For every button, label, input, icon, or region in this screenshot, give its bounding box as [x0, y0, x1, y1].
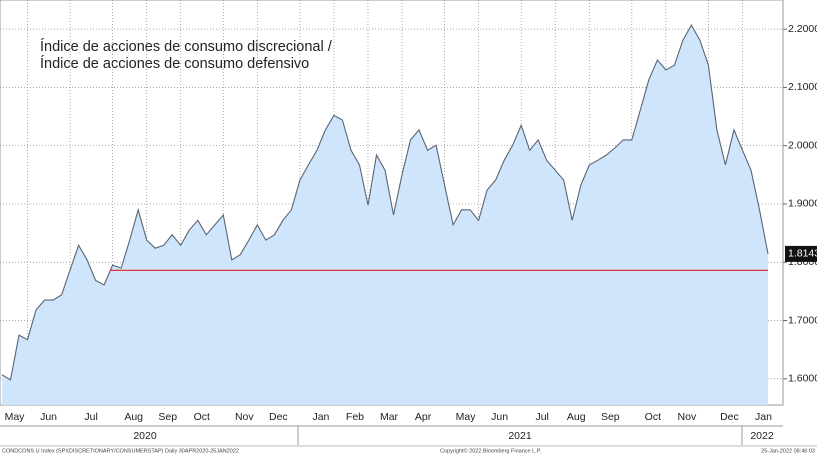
- line: [1, 23, 769, 381]
- x-tick-label: Jan: [312, 411, 329, 423]
- chart-title: Índice de acciones de consumo defensivo: [40, 55, 309, 72]
- x-tick-label: May: [5, 411, 26, 423]
- x-tick-label: Nov: [235, 411, 254, 423]
- y-tick-label: 2.1000: [788, 81, 817, 93]
- area-fill: [2, 25, 768, 405]
- footer-text: Copyright© 2022 Bloomberg Finance L.P.: [440, 447, 542, 454]
- footer-text: 25-Jan-2022 08:46:03: [761, 448, 815, 454]
- y-tick-label: 1.7000: [788, 314, 817, 326]
- x-tick-label: Aug: [124, 411, 143, 423]
- x-tick-label: Jun: [491, 411, 508, 423]
- current-value-label: 1.8143: [788, 248, 817, 260]
- x-tick-label: Oct: [194, 411, 210, 423]
- y-tick-label: 1.6000: [788, 373, 817, 385]
- x-tick-label: Apr: [415, 411, 432, 423]
- year-label: 2022: [750, 430, 774, 442]
- y-tick-label: 2.0000: [788, 139, 817, 151]
- year-label: 2021: [508, 430, 532, 442]
- x-tick-label: Jul: [535, 411, 548, 423]
- x-tick-label: Jan: [755, 411, 772, 423]
- x-tick-label: Sep: [158, 411, 177, 423]
- x-tick-label: Dec: [269, 411, 288, 423]
- x-tick-label: Oct: [645, 411, 661, 423]
- footer-text: CONDCONS U Index (SPXDISCRETIONARY/CONSU…: [2, 448, 239, 454]
- x-tick-label: Nov: [678, 411, 697, 423]
- current-value-box: [785, 245, 817, 262]
- chart-title: Índice de acciones de consumo discrecion…: [40, 38, 333, 55]
- x-tick-label: Aug: [567, 411, 586, 423]
- x-tick-label: May: [456, 411, 477, 423]
- x-tick-label: Mar: [380, 411, 399, 423]
- x-tick-label: Sep: [601, 411, 620, 423]
- year-label: 2020: [133, 430, 157, 442]
- plot-layer: [0, 0, 783, 405]
- y-tick-label: 2.2000: [788, 23, 817, 35]
- x-tick-label: Jul: [84, 411, 97, 423]
- x-tick-label: Dec: [720, 411, 739, 423]
- x-tick-label: Jun: [40, 411, 57, 423]
- x-tick-label: Feb: [346, 411, 364, 423]
- y-tick-label: 1.9000: [788, 198, 817, 210]
